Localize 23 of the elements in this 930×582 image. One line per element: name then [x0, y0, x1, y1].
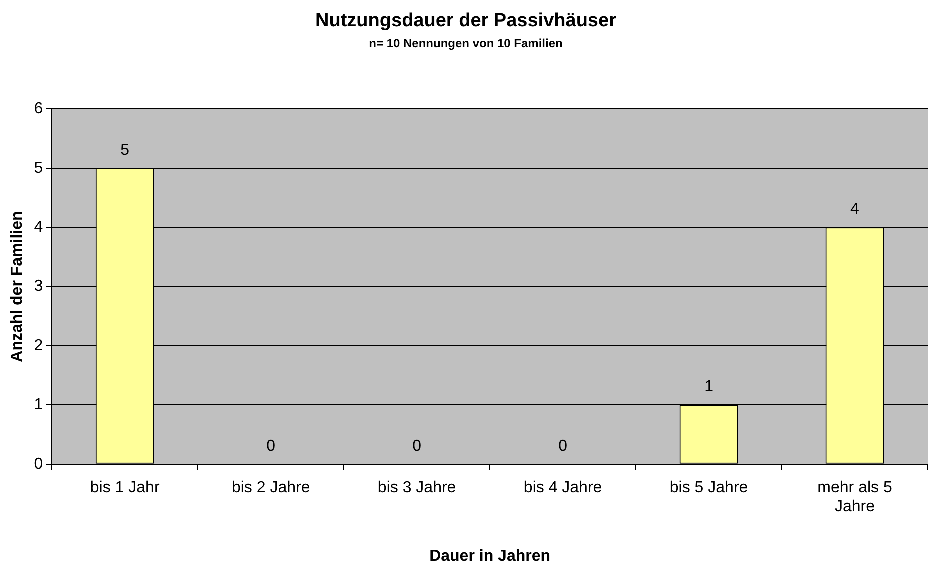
data-label: 5 [120, 142, 130, 159]
data-label: 0 [558, 438, 568, 455]
chart-subtitle: n= 10 Nennungen von 10 Familien [369, 36, 563, 50]
x-tick-label: bis 2 Jahre [232, 479, 310, 496]
y-tick-label: 6 [34, 100, 44, 118]
y-tick-label: 4 [34, 219, 44, 236]
y-axis-title: Anzahl der Familien [9, 211, 26, 362]
y-tick-label: 0 [34, 456, 44, 473]
chart-title: Nutzungsdauer der Passivhäuser [316, 10, 618, 32]
y-tick-label: 5 [34, 160, 44, 177]
x-tick-label: bis 3 Jahre [378, 479, 456, 496]
x-tick-label: mehr als 5 Jahre [818, 479, 892, 516]
data-label: 1 [704, 378, 714, 396]
y-tick-label: 1 [34, 396, 44, 414]
x-tick-label: bis 5 Jahre [670, 479, 748, 496]
data-label: 4 [850, 201, 860, 218]
x-axis-title: Dauer in Jahren [430, 548, 551, 565]
data-label: 0 [266, 438, 276, 455]
y-tick-label: 3 [34, 278, 44, 296]
y-tick-label: 2 [34, 337, 44, 354]
x-tick-label: bis 4 Jahre [524, 479, 602, 496]
data-label: 0 [412, 438, 422, 455]
x-tick-label: bis 1 Jahr [90, 479, 160, 496]
